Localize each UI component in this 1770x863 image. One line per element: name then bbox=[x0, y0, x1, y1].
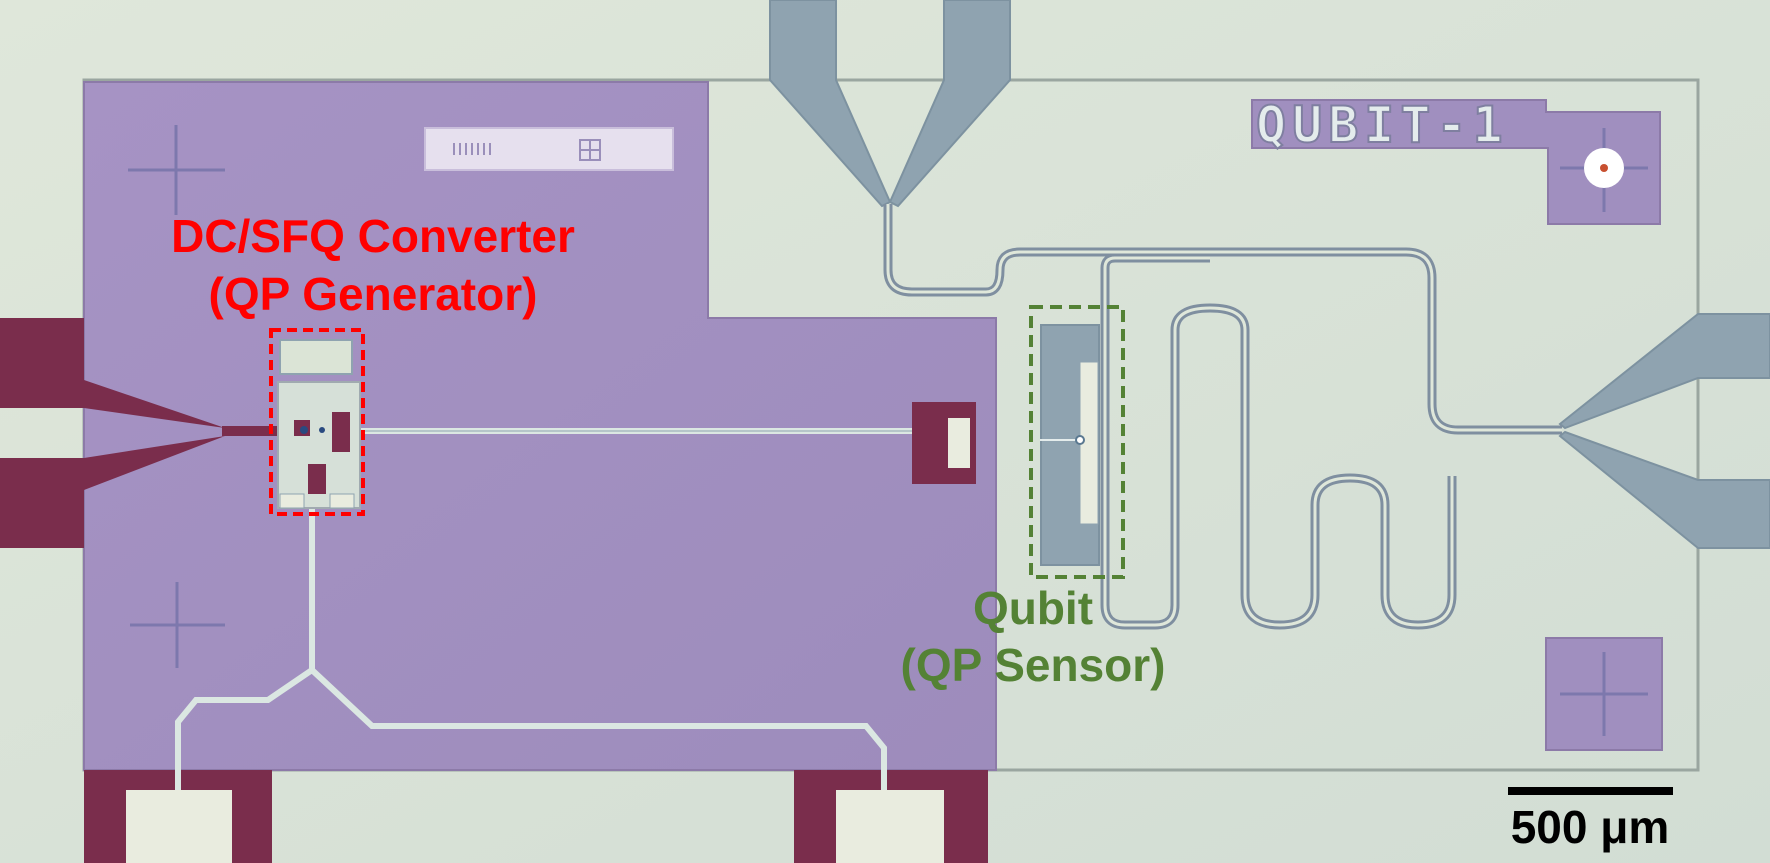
qubit-side-pad-window bbox=[948, 418, 970, 468]
qubit-label-line1: Qubit bbox=[973, 582, 1093, 634]
bond-pad-bottom-mid bbox=[794, 770, 988, 863]
converter-highlight-box bbox=[269, 328, 365, 516]
dc-sfq-converter bbox=[277, 339, 361, 509]
bond-pad-bottom-left-window bbox=[126, 790, 232, 863]
alignment-mark-top-left bbox=[128, 125, 225, 215]
alignment-mark-top-right bbox=[1560, 128, 1648, 212]
alignment-mark-bottom-left bbox=[130, 582, 225, 668]
bias-distribution-lines bbox=[175, 500, 887, 790]
qubit-highlight-box bbox=[1029, 305, 1125, 579]
converter-label-line1: DC/SFQ Converter bbox=[171, 210, 575, 262]
bias-pad-left-upper bbox=[0, 318, 225, 428]
readout-resonator-center bbox=[1103, 256, 1454, 627]
qubit-structure bbox=[1040, 324, 1100, 566]
converter-label-line2: (QP Generator) bbox=[209, 268, 538, 320]
scale-bar bbox=[1508, 787, 1673, 795]
feedline-launcher-top-right bbox=[888, 0, 1011, 208]
fiducial-block bbox=[424, 127, 674, 171]
fiducial-ticks bbox=[453, 143, 491, 155]
bias-lead-left bbox=[222, 426, 278, 436]
bias-pad-left-lower bbox=[0, 436, 225, 548]
scale-bar-label: 500 μm bbox=[1511, 801, 1670, 853]
qubit-label-line2: (QP Sensor) bbox=[901, 639, 1166, 691]
feedline-launcher-right-lower bbox=[1558, 430, 1770, 549]
alignment-mark-bottom-right bbox=[1560, 652, 1648, 736]
feedline-center bbox=[886, 204, 1562, 432]
fiducial-cross-box bbox=[579, 139, 601, 161]
feedline-launcher-right-upper bbox=[1558, 313, 1770, 430]
chip-label: QUBIT-1 bbox=[1256, 96, 1509, 154]
chip-label-plate bbox=[1251, 99, 1661, 225]
bond-pad-bottom-mid-window bbox=[836, 790, 944, 863]
